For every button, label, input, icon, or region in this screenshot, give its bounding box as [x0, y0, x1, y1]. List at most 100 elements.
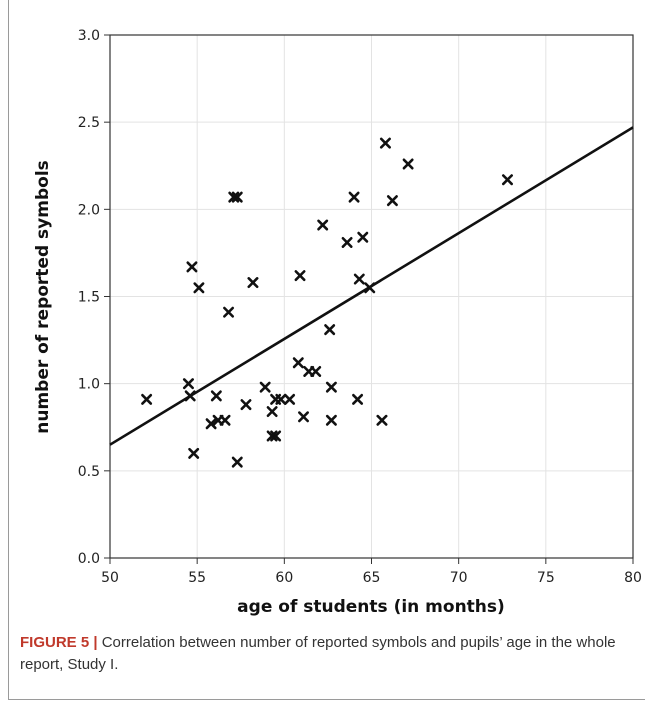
marker-stroke: [402, 158, 414, 170]
marker-stroke: [501, 174, 513, 186]
data-point-marker: [348, 191, 360, 203]
data-point-marker: [402, 158, 414, 170]
marker-stroke: [210, 390, 222, 402]
marker-stroke: [182, 378, 194, 390]
marker-stroke: [219, 414, 231, 426]
marker-stroke: [376, 414, 388, 426]
marker-stroke: [266, 406, 278, 418]
marker-stroke: [379, 137, 391, 149]
marker-stroke: [386, 195, 398, 207]
marker-stroke: [240, 399, 252, 411]
marker-stroke: [266, 430, 278, 442]
data-point-marker: [325, 414, 337, 426]
x-tick-label: 70: [450, 570, 468, 586]
scatter-chart: 50 55 60 65 70 75 80 0.0 0.5 1.0 1.5 2.0 2.5 3.0 age …: [33, 28, 642, 617]
data-point-marker: [386, 195, 398, 207]
data-point-marker: [284, 393, 296, 405]
data-point-marker: [352, 393, 364, 405]
marker-stroke: [325, 381, 337, 393]
data-point-marker: [379, 137, 391, 149]
marker-stroke: [184, 390, 196, 402]
marker-stroke: [284, 393, 296, 405]
data-point-marker: [205, 418, 217, 430]
data-point-marker: [247, 277, 259, 289]
y-tick-label: 0.0: [78, 551, 100, 567]
caption-lead: FIGURE 5 |: [20, 634, 98, 651]
data-point-marker: [223, 306, 235, 318]
marker-stroke: [223, 306, 235, 318]
data-point-marker: [275, 393, 287, 405]
marker-stroke: [292, 357, 304, 369]
data-point-marker: [186, 261, 198, 273]
marker-stroke: [357, 231, 369, 243]
marker-stroke: [259, 381, 271, 393]
marker-stroke: [341, 236, 353, 248]
y-axis-label: number of reported symbols: [33, 160, 53, 434]
marker-stroke: [294, 270, 306, 282]
marker-stroke: [270, 430, 282, 442]
data-point-marker: [193, 282, 205, 294]
marker-stroke: [298, 411, 310, 423]
axis-ticks: 50 55 60 65 70 75 80 0.0 0.5 1.0 1.5 2.0 2.5 3.0: [78, 28, 642, 586]
data-point-marker: [341, 236, 353, 248]
marker-stroke: [228, 191, 240, 203]
marker-stroke: [231, 456, 243, 468]
data-point-marker: [317, 219, 329, 231]
x-tick-label: 55: [188, 570, 206, 586]
data-point-marker: [294, 270, 306, 282]
marker-stroke: [317, 219, 329, 231]
data-point-marker: [259, 381, 271, 393]
data-point-marker: [266, 406, 278, 418]
marker-stroke: [352, 393, 364, 405]
data-point-marker: [292, 357, 304, 369]
x-tick-label: 75: [537, 570, 555, 586]
marker-stroke: [193, 282, 205, 294]
data-point-marker: [298, 411, 310, 423]
data-point-marker: [266, 430, 278, 442]
data-point-marker: [310, 365, 322, 377]
data-point-marker: [376, 414, 388, 426]
data-point-marker: [231, 456, 243, 468]
y-tick-label: 0.5: [78, 464, 100, 480]
figure-frame: [8, 0, 645, 700]
data-points: [141, 137, 513, 468]
data-point-marker: [364, 282, 376, 294]
data-point-marker: [141, 393, 153, 405]
x-axis-label: age of students (in months): [237, 597, 505, 617]
y-tick-label: 1.5: [78, 290, 100, 306]
marker-stroke: [325, 414, 337, 426]
caption-text: Correlation between number of reported s…: [20, 634, 616, 673]
x-tick-label: 80: [624, 570, 642, 586]
marker-stroke: [231, 191, 243, 203]
marker-stroke: [364, 282, 376, 294]
data-point-marker: [325, 381, 337, 393]
data-point-marker: [210, 390, 222, 402]
data-point-marker: [219, 414, 231, 426]
x-tick-label: 65: [363, 570, 381, 586]
marker-stroke: [205, 418, 217, 430]
y-tick-label: 2.5: [78, 115, 100, 131]
y-tick-label: 1.0: [78, 377, 100, 393]
marker-stroke: [353, 273, 365, 285]
data-point-marker: [240, 399, 252, 411]
marker-stroke: [348, 191, 360, 203]
x-tick-label: 50: [101, 570, 119, 586]
figure-caption: FIGURE 5 | Correlation between number of…: [20, 632, 635, 676]
data-point-marker: [501, 174, 513, 186]
data-point-marker: [357, 231, 369, 243]
marker-stroke: [310, 365, 322, 377]
data-point-marker: [353, 273, 365, 285]
data-point-marker: [228, 191, 240, 203]
data-point-marker: [182, 378, 194, 390]
marker-stroke: [188, 447, 200, 459]
marker-stroke: [247, 277, 259, 289]
data-point-marker: [188, 447, 200, 459]
data-point-marker: [231, 191, 243, 203]
data-point-marker: [184, 390, 196, 402]
marker-stroke: [275, 393, 287, 405]
data-point-marker: [324, 324, 336, 336]
y-tick-label: 2.0: [78, 202, 100, 218]
marker-stroke: [324, 324, 336, 336]
marker-stroke: [186, 261, 198, 273]
marker-stroke: [141, 393, 153, 405]
